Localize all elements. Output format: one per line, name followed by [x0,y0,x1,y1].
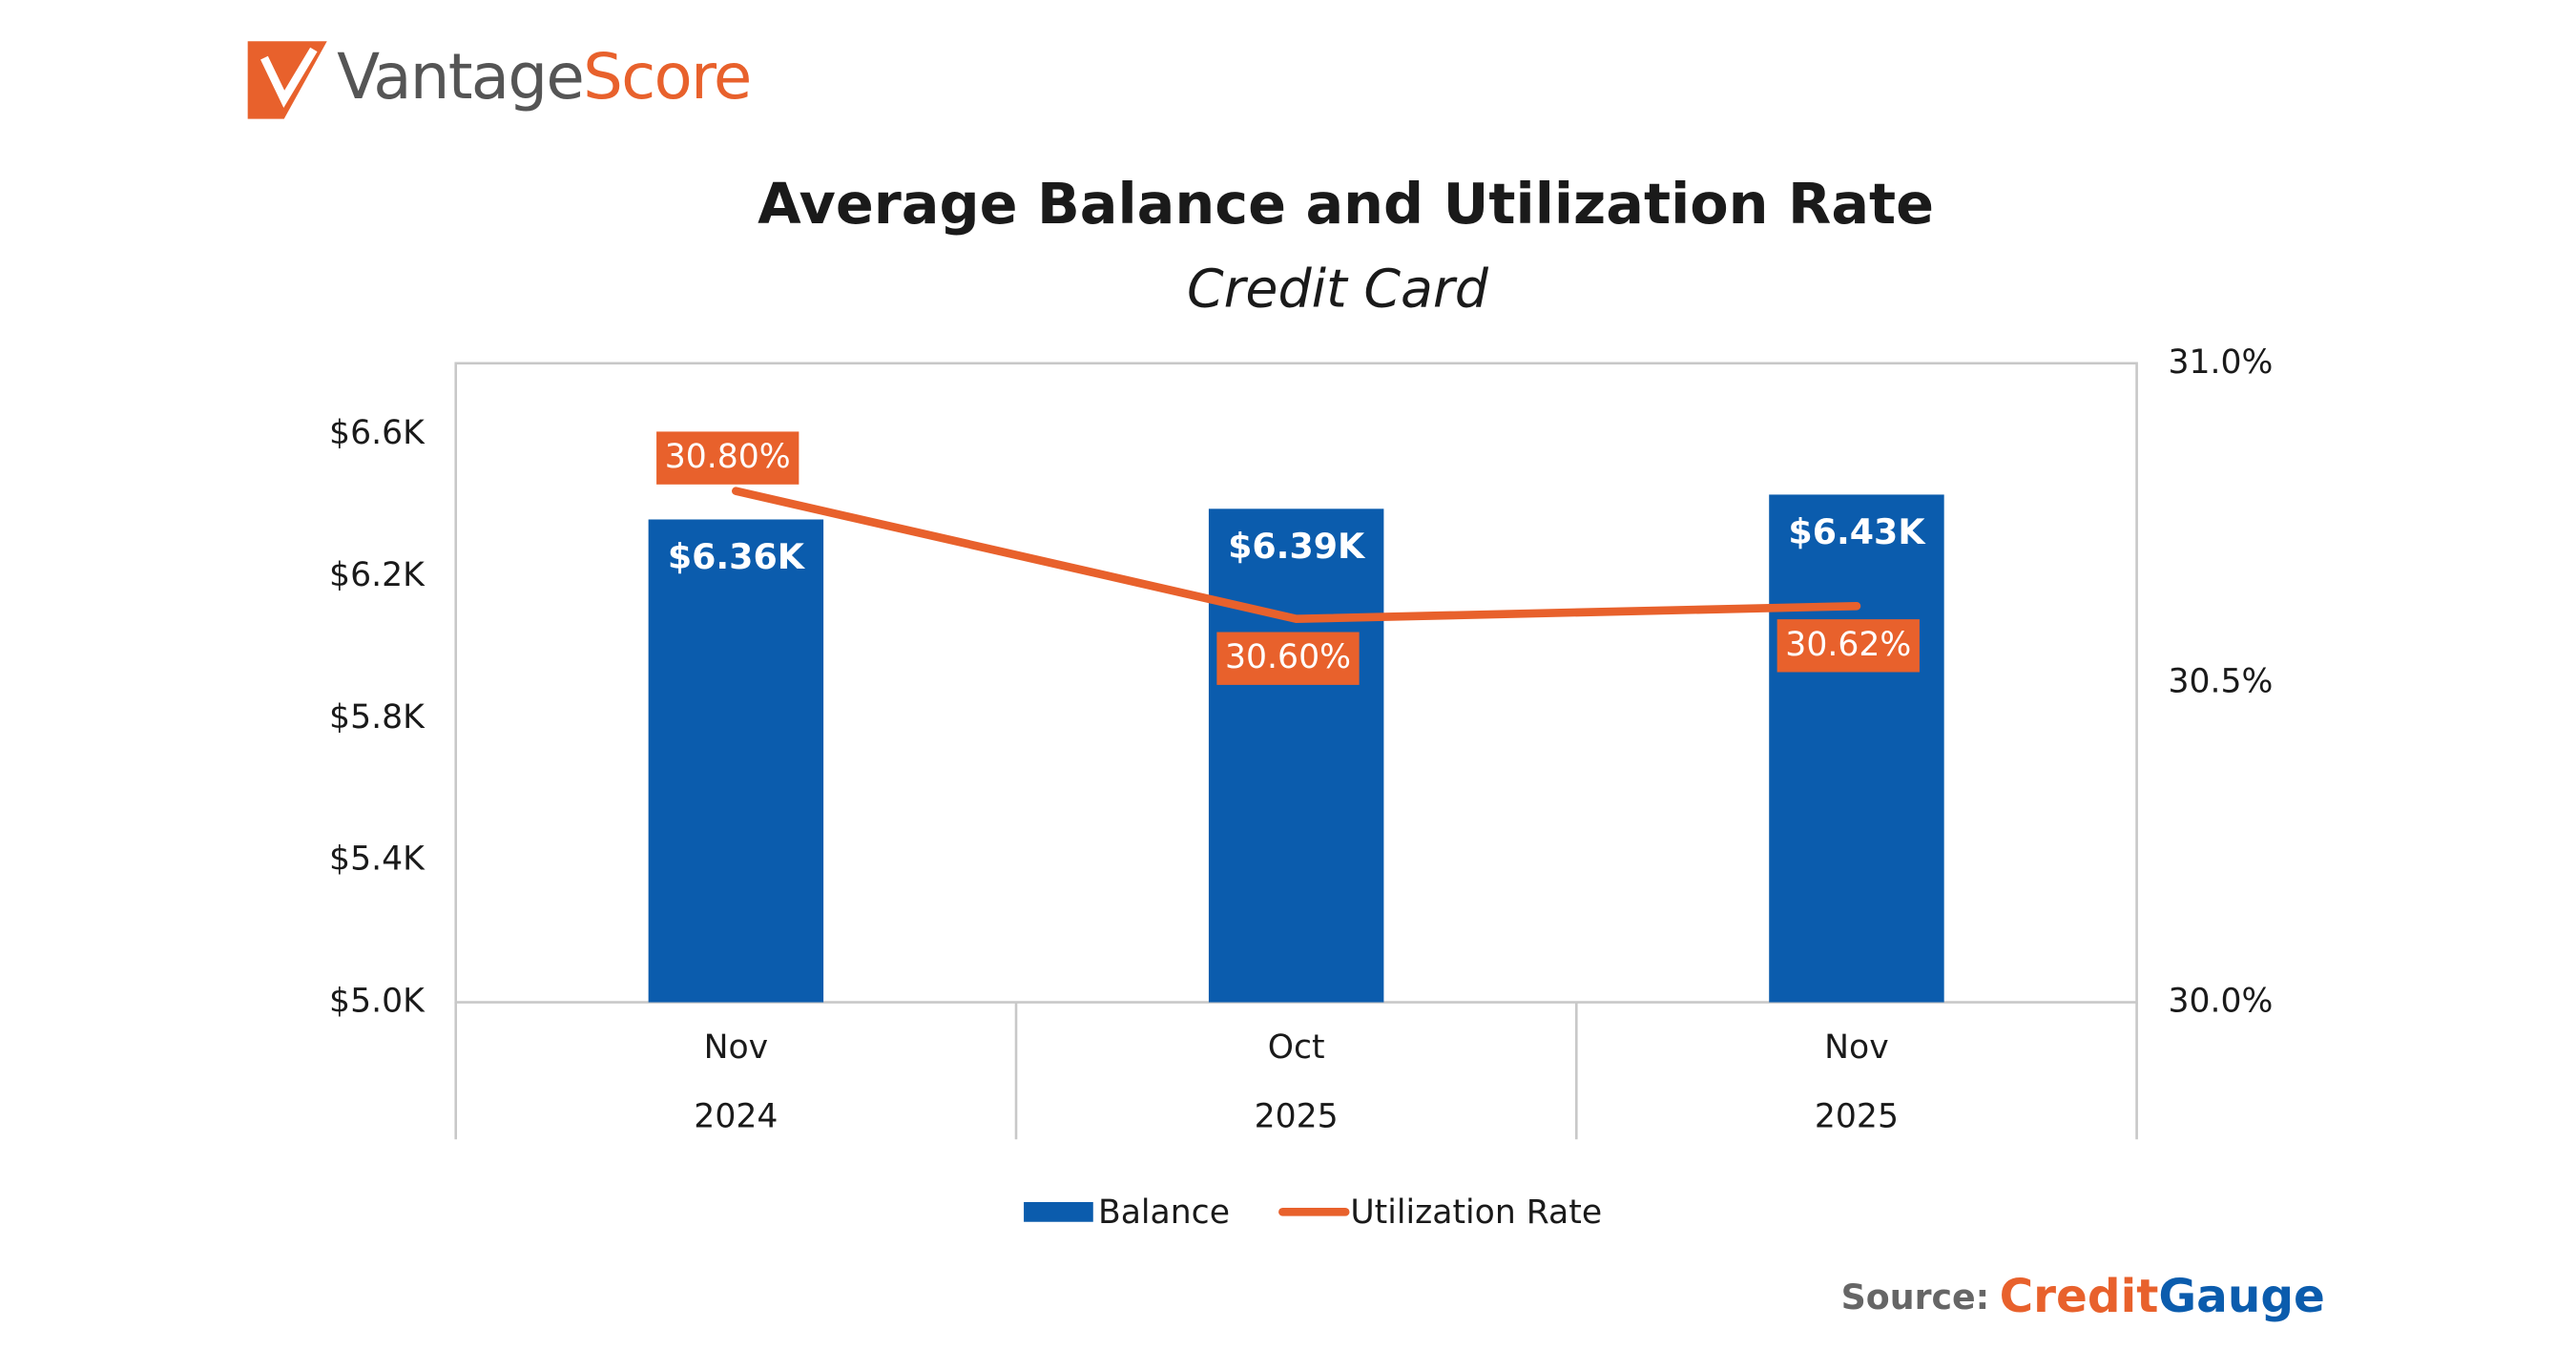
y2-tick-label: 30.0% [2168,983,2273,1021]
bar [1208,508,1384,1003]
logo-text: Vantage [337,40,583,114]
data-label: 30.60% [1216,632,1360,685]
y-tick-label: $6.2K [329,556,426,594]
data-label: 30.62% [1776,619,1920,673]
data-label: 30.80% [665,438,791,476]
source-label: Source: [1841,1276,1990,1318]
logo-check [260,47,318,108]
bar [1769,494,1944,1003]
x-tick-label: Nov [1824,1028,1889,1067]
data-label: 30.80% [656,431,800,485]
x-tick-label: 2024 [694,1098,778,1136]
data-label: $6.43K [1788,511,1926,552]
x-tick-label: 2025 [1815,1098,1899,1136]
data-label-box [1216,632,1360,685]
line [732,487,1861,624]
logo: VantageScore [247,40,752,119]
data-label: $6.39K [1228,526,1366,567]
y-tick-label: $5.8K [329,698,426,737]
bar [648,519,824,1003]
y-tick-label: $5.4K [329,841,426,879]
legend-swatch [1024,1201,1093,1222]
data-label: 30.60% [1225,638,1351,676]
source-name: Gauge [2158,1270,2325,1323]
svg-text:VantageScore: VantageScore [337,40,750,114]
y-tick-label: $6.6K [329,414,426,452]
x-tick-label: Oct [1268,1028,1325,1067]
source-name: Credit [2000,1270,2159,1323]
data-label-box [1776,619,1920,673]
logo-text: Score [583,40,751,114]
data-label: 30.62% [1785,626,1911,664]
y-tick-label: $5.0K [329,983,426,1021]
y2-tick-label: 31.0% [2168,343,2273,382]
y2-tick-label: 30.5% [2168,663,2273,701]
legend-label: Utilization Rate [1350,1193,1602,1232]
data-label-box [656,431,800,485]
chart-subtitle: Credit Card [1187,259,1489,320]
chart-title: Average Balance and Utilization Rate [758,171,1934,237]
data-label: $6.36K [668,536,806,577]
legend-label: Balance [1098,1193,1230,1232]
svg-text:Source:CreditGauge: Source: CreditGauge [1841,1270,2325,1323]
x-tick-label: 2025 [1255,1098,1339,1136]
x-tick-label: Nov [704,1028,769,1067]
